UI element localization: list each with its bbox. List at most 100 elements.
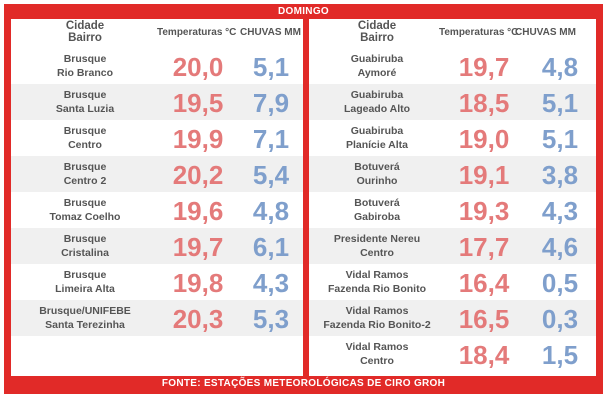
weather-table-frame: DOMINGO Cidade Bairro Temperaturas °C CH… [4,4,603,394]
rain-header: CHUVAS MM [515,27,576,38]
table-row: Vidal Ramos Fazenda Rio Bonito 16,4 0,5 [309,264,596,300]
district-name: Gabiroba [353,211,401,223]
rain-value: 4,6 [541,232,579,262]
rain-value: 0,5 [541,268,579,298]
city-name: Brusque [63,269,107,281]
district-name: Centro [68,139,102,151]
rain-value: 4,3 [252,268,290,298]
city-district-cell: Brusque Limeira Alta [11,264,159,300]
city-name: Botuverá [354,161,400,173]
city-name: Brusque [63,161,107,173]
city-header-label: Cidade [65,20,105,32]
city-name: Brusque/UNIFEBE [39,305,131,317]
city-name: Botuverá [354,197,400,209]
rain-value: 4,8 [541,52,579,82]
district-name: Centro [360,355,394,367]
city-header-label: Cidade [357,20,397,32]
city-district-cell: Vidal Ramos Fazenda Rio Bonito [309,264,445,300]
table-row: Guabiruba Lageado Alto 18,5 5,1 [309,84,596,120]
table-row: Botuverá Gabiroba 19,3 4,3 [309,192,596,228]
rain-value: 5,1 [252,52,290,82]
district-name: Ourinho [356,175,398,187]
left-rows: Brusque Rio Branco 20,0 5,1 Brusque Santa Luz… [11,48,303,336]
city-district-header: Cidade Bairro [309,20,445,44]
city-district-cell: Brusque Centro 2 [11,156,159,192]
temperature-value: 18,4 [458,340,510,370]
temperature-value: 20,0 [172,52,224,82]
city-name: Brusque [63,125,107,137]
district-name: Santa Luzia [55,103,115,115]
city-name: Guabiruba [350,125,404,137]
temperature-value: 16,4 [458,268,510,298]
temperature-value: 18,5 [458,88,510,118]
table-row: Brusque Tomaz Coelho 19,6 4,8 [11,192,303,228]
table-row: Botuverá Ourinho 19,1 3,8 [309,156,596,192]
district-name: Fazenda Rio Bonito-2 [323,319,431,331]
district-name: Cristalina [61,247,109,259]
source-footer: FONTE: ESTAÇÕES METEOROLÓGICAS DE CIRO G… [161,378,446,389]
city-district-header: Cidade Bairro [11,20,159,44]
table-title: DOMINGO [278,6,329,17]
table-row: Brusque Centro 2 20,2 5,4 [11,156,303,192]
table-row: Brusque Limeira Alta 19,8 4,3 [11,264,303,300]
temperature-value: 19,9 [172,124,224,154]
city-district-cell: Botuverá Gabiroba [309,192,445,228]
temperature-value: 19,3 [458,196,510,226]
left-panel: Cidade Bairro Temperaturas °C CHUVAS MM … [11,19,303,376]
right-rows: Guabiruba Aymoré 19,7 4,8 Guabiruba Lageado A… [309,48,596,372]
rain-value: 7,1 [252,124,290,154]
table-row: Guabiruba Aymoré 19,7 4,8 [309,48,596,84]
temperature-value: 19,0 [458,124,510,154]
table-row: Brusque Santa Luzia 19,5 7,9 [11,84,303,120]
city-district-cell: Guabiruba Planície Alta [309,120,445,156]
district-header-label: Bairro [68,32,102,44]
table-row: Guabiruba Planície Alta 19,0 5,1 [309,120,596,156]
district-name: Centro [360,247,394,259]
right-header-row: Cidade Bairro Temperaturas °C CHUVAS MM [309,19,596,47]
city-name: Vidal Ramos [345,305,409,317]
rain-value: 0,3 [541,304,579,334]
city-district-cell: Guabiruba Aymoré [309,48,445,84]
left-header-row: Cidade Bairro Temperaturas °C CHUVAS MM [11,19,303,47]
table-row: Brusque Cristalina 19,7 6,1 [11,228,303,264]
rain-header: CHUVAS MM [240,27,301,38]
table-row: Brusque Rio Branco 20,0 5,1 [11,48,303,84]
district-name: Planície Alta [345,139,409,151]
city-name: Guabiruba [350,89,404,101]
district-name: Fazenda Rio Bonito [328,283,426,295]
city-name: Brusque [63,53,107,65]
district-name: Centro 2 [63,175,107,187]
rain-value: 5,1 [541,124,579,154]
rain-value: 4,3 [541,196,579,226]
rain-value: 6,1 [252,232,290,262]
city-name: Presidente Nereu [333,233,421,245]
table-row: Brusque Centro 19,9 7,1 [11,120,303,156]
temperature-value: 20,3 [172,304,224,334]
city-district-cell: Brusque/UNIFEBE Santa Terezinha [11,300,159,336]
city-district-cell: Brusque Centro [11,120,159,156]
temperature-header: Temperaturas °C [439,27,519,38]
city-district-cell: Brusque Tomaz Coelho [11,192,159,228]
temperature-value: 16,5 [458,304,510,334]
rain-value: 4,8 [252,196,290,226]
city-district-cell: Guabiruba Lageado Alto [309,84,445,120]
district-header-label: Bairro [360,32,394,44]
temperature-header: Temperaturas °C [157,27,237,38]
rain-value: 5,4 [252,160,290,190]
temperature-value: 19,8 [172,268,224,298]
rain-value: 3,8 [541,160,579,190]
right-panel: Cidade Bairro Temperaturas °C CHUVAS MM … [309,19,596,376]
table-row: Brusque/UNIFEBE Santa Terezinha 20,3 5,3 [11,300,303,336]
city-district-cell: Brusque Rio Branco [11,48,159,84]
city-district-cell: Presidente Nereu Centro [309,228,445,264]
temperature-value: 19,7 [458,52,510,82]
temperature-value: 17,7 [458,232,510,262]
temperature-value: 19,7 [172,232,224,262]
city-name: Brusque [63,233,107,245]
district-name: Limeira Alta [55,283,115,295]
city-name: Vidal Ramos [345,341,409,353]
city-district-cell: Brusque Santa Luzia [11,84,159,120]
rain-value: 1,5 [541,340,579,370]
district-name: Santa Terezinha [45,319,125,331]
temperature-value: 19,6 [172,196,224,226]
